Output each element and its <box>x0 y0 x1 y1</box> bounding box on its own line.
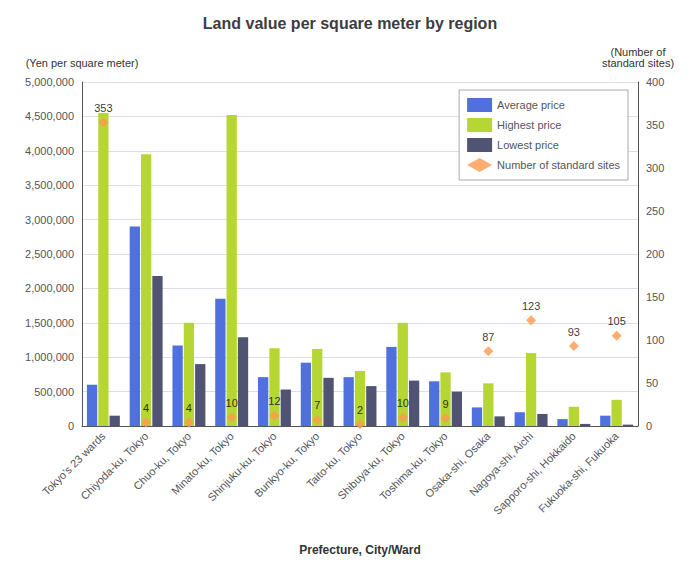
svg-text:Lowest price: Lowest price <box>497 139 559 151</box>
svg-text:4,500,000: 4,500,000 <box>25 110 74 122</box>
svg-text:0: 0 <box>646 420 652 432</box>
svg-text:400: 400 <box>646 76 664 88</box>
svg-text:Shinjuku-ku, Tokyo: Shinjuku-ku, Tokyo <box>205 430 279 504</box>
svg-text:300: 300 <box>646 162 664 174</box>
svg-text:12: 12 <box>268 395 280 407</box>
svg-text:Fukuoka-shi, Fukuoka: Fukuoka-shi, Fukuoka <box>536 429 622 515</box>
svg-text:(Number of: (Number of <box>610 45 666 58</box>
svg-text:standard sites): standard sites) <box>602 57 674 69</box>
svg-text:353: 353 <box>94 102 112 114</box>
svg-text:200: 200 <box>646 248 664 260</box>
svg-text:3,500,000: 3,500,000 <box>25 179 74 191</box>
svg-text:Number of standard sites: Number of standard sites <box>497 159 620 171</box>
svg-text:Average price: Average price <box>497 99 565 111</box>
svg-text:50: 50 <box>646 377 658 389</box>
svg-text:0: 0 <box>68 420 74 432</box>
svg-text:Bunkyo-ku, Tokyo: Bunkyo-ku, Tokyo <box>251 429 322 500</box>
svg-text:Land value per square meter by: Land value per square meter by region <box>203 15 497 32</box>
svg-text:150: 150 <box>646 291 664 303</box>
svg-text:100: 100 <box>646 334 664 346</box>
svg-text:Chiyoda-ku, Tokyo: Chiyoda-ku, Tokyo <box>78 429 151 502</box>
svg-text:Nagoya-shi, Aichi: Nagoya-shi, Aichi <box>466 429 536 499</box>
svg-text:250: 250 <box>646 205 664 217</box>
svg-text:4: 4 <box>143 402 149 414</box>
svg-text:Tokyo's 23 wards: Tokyo's 23 wards <box>39 429 108 498</box>
svg-text:(Yen per square meter): (Yen per square meter) <box>26 57 139 69</box>
svg-text:Minato-ku, Tokyo: Minato-ku, Tokyo <box>168 429 236 497</box>
svg-text:4,000,000: 4,000,000 <box>25 145 74 157</box>
svg-text:123: 123 <box>522 300 540 312</box>
svg-text:350: 350 <box>646 119 664 131</box>
svg-text:7: 7 <box>314 399 320 411</box>
svg-text:Osaka-shi, Osaka: Osaka-shi, Osaka <box>422 429 493 500</box>
svg-text:Taito-ku, Tokyo: Taito-ku, Tokyo <box>304 429 365 490</box>
svg-text:Highest price: Highest price <box>497 119 561 131</box>
svg-text:4: 4 <box>186 402 192 414</box>
svg-text:500,000: 500,000 <box>34 386 74 398</box>
svg-text:105: 105 <box>607 315 625 327</box>
svg-text:93: 93 <box>568 326 580 338</box>
svg-text:2,500,000: 2,500,000 <box>25 248 74 260</box>
svg-text:2: 2 <box>357 404 363 416</box>
svg-text:Sapporo-shi, Hokkaido: Sapporo-shi, Hokkaido <box>491 430 578 517</box>
svg-text:Prefecture, City/Ward: Prefecture, City/Ward <box>299 543 421 557</box>
svg-text:1,000,000: 1,000,000 <box>25 351 74 363</box>
svg-text:3,000,000: 3,000,000 <box>25 214 74 226</box>
svg-text:10: 10 <box>397 397 409 409</box>
svg-text:9: 9 <box>442 398 448 410</box>
svg-text:Shibuya-ku, Tokyo: Shibuya-ku, Tokyo <box>335 429 407 502</box>
svg-text:10: 10 <box>226 397 238 409</box>
svg-text:1,500,000: 1,500,000 <box>25 317 74 329</box>
svg-text:Chuo-ku, Tokyo: Chuo-ku, Tokyo <box>130 429 194 493</box>
svg-text:Toshima-ku, Tokyo: Toshima-ku, Tokyo <box>377 429 450 503</box>
svg-text:87: 87 <box>482 331 494 343</box>
svg-text:2,000,000: 2,000,000 <box>25 282 74 294</box>
svg-text:5,000,000: 5,000,000 <box>25 76 74 88</box>
